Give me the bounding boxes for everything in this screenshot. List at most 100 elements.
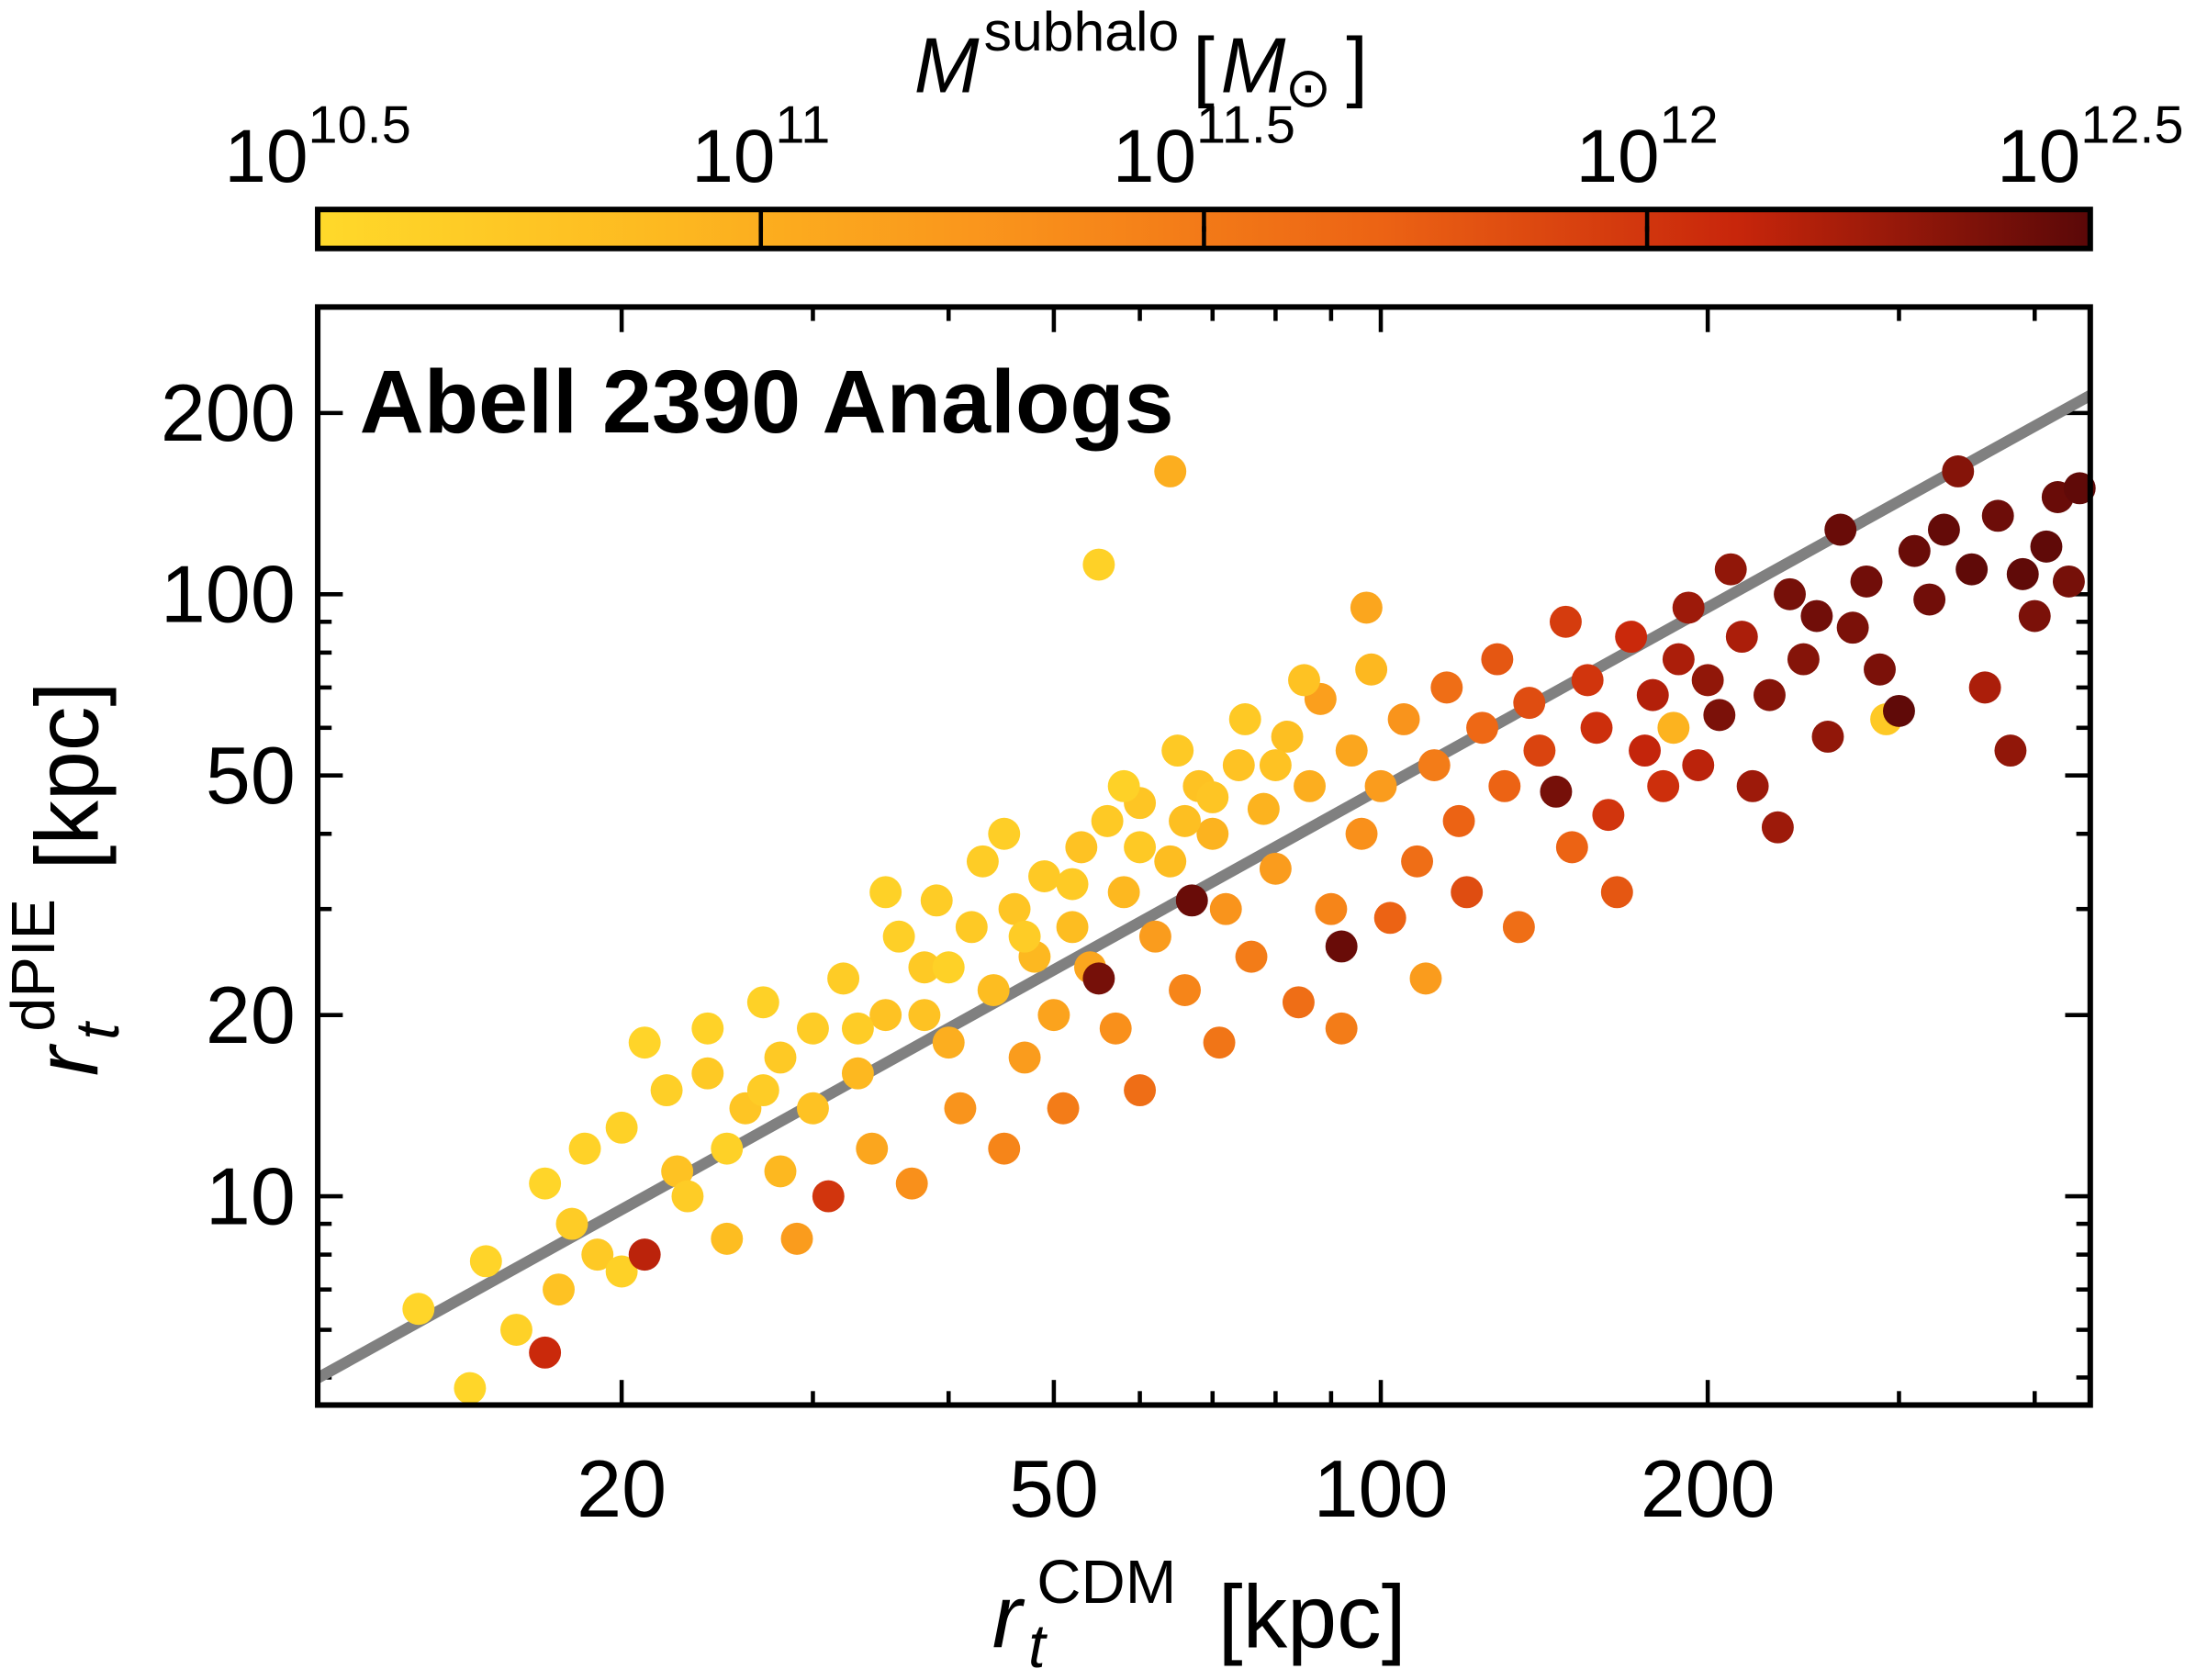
point bbox=[1691, 664, 1724, 697]
x-tick-label: 20 bbox=[577, 1443, 667, 1534]
point bbox=[1994, 734, 2027, 767]
point bbox=[780, 1222, 813, 1255]
point bbox=[920, 884, 953, 917]
point bbox=[454, 1372, 487, 1405]
point bbox=[1082, 548, 1115, 581]
x-tick-label: 200 bbox=[1641, 1443, 1776, 1534]
point bbox=[650, 1074, 683, 1107]
y-tick-label: 200 bbox=[161, 367, 296, 458]
point bbox=[555, 1207, 588, 1240]
point bbox=[1555, 831, 1588, 864]
point bbox=[1047, 1092, 1080, 1125]
point bbox=[1942, 454, 1975, 487]
point bbox=[469, 1245, 502, 1278]
point bbox=[1056, 911, 1089, 944]
y-tick-label: 100 bbox=[161, 549, 296, 640]
x-label-sup: CDM bbox=[1036, 1549, 1176, 1617]
point bbox=[1315, 892, 1348, 925]
point bbox=[1203, 1026, 1236, 1059]
point bbox=[1430, 671, 1463, 704]
y-tick-label: 10 bbox=[206, 1150, 296, 1241]
point bbox=[1099, 1012, 1132, 1045]
point bbox=[1294, 769, 1326, 802]
point bbox=[1222, 749, 1255, 781]
point bbox=[1615, 621, 1648, 654]
point bbox=[1955, 553, 1989, 586]
colorbar-tick-label: 1012 bbox=[1575, 95, 1718, 198]
point bbox=[1481, 643, 1514, 676]
colorbar-tick-label: 1011.5 bbox=[1113, 95, 1295, 198]
point bbox=[1836, 611, 1869, 644]
point bbox=[856, 1132, 889, 1165]
point bbox=[1196, 817, 1229, 850]
point bbox=[1387, 702, 1420, 735]
point bbox=[1442, 804, 1475, 837]
y-label-sup: dPIE bbox=[0, 899, 68, 1032]
y-tick-label: 20 bbox=[206, 969, 296, 1060]
colorbar-tick-exponent: 12 bbox=[1660, 95, 1719, 154]
point bbox=[1124, 1074, 1157, 1107]
colorbar-tick-base: 10 bbox=[691, 115, 775, 198]
point bbox=[500, 1314, 532, 1347]
point bbox=[796, 1012, 829, 1045]
point bbox=[529, 1167, 562, 1200]
point bbox=[402, 1293, 435, 1326]
point bbox=[1259, 749, 1292, 781]
point bbox=[764, 1155, 797, 1188]
point bbox=[1600, 876, 1633, 909]
point bbox=[1714, 553, 1747, 586]
point bbox=[2052, 565, 2085, 598]
point bbox=[1754, 678, 1786, 711]
point bbox=[1350, 591, 1383, 624]
chart-title: Abell 2390 Analogs bbox=[360, 352, 1174, 452]
colorbar-tick-base: 10 bbox=[1997, 115, 2080, 198]
point bbox=[1169, 804, 1201, 837]
point bbox=[711, 1222, 744, 1255]
point bbox=[1725, 621, 1758, 654]
colorbar-tick-exponent: 10.5 bbox=[308, 95, 411, 154]
point bbox=[1065, 831, 1098, 864]
y-label-unit: [kpc] bbox=[17, 682, 117, 870]
x-label-sub: t bbox=[1028, 1613, 1048, 1680]
point bbox=[1800, 599, 1833, 633]
point bbox=[628, 1026, 661, 1059]
colorbar-label-unit-close: ] bbox=[1346, 23, 1368, 110]
point bbox=[1824, 513, 1857, 546]
point bbox=[1927, 513, 1960, 546]
colorbar-tick-base: 10 bbox=[224, 115, 308, 198]
point bbox=[661, 1155, 694, 1188]
point bbox=[1981, 499, 2014, 532]
point bbox=[1549, 605, 1582, 638]
point bbox=[605, 1111, 638, 1144]
point bbox=[691, 1012, 724, 1045]
point bbox=[746, 986, 779, 1019]
point bbox=[2006, 557, 2039, 590]
point bbox=[932, 951, 965, 984]
point bbox=[691, 1057, 724, 1090]
point bbox=[1345, 817, 1378, 850]
colorbar-label-sup: subhalo bbox=[984, 0, 1180, 62]
point bbox=[1335, 734, 1368, 767]
point bbox=[869, 876, 902, 909]
point bbox=[1235, 940, 1268, 973]
point bbox=[988, 1132, 1021, 1165]
point bbox=[1502, 911, 1535, 944]
point bbox=[1571, 664, 1604, 697]
colorbar-tick-exponent: 12.5 bbox=[2080, 95, 2183, 154]
point bbox=[1247, 792, 1280, 825]
point bbox=[1629, 734, 1661, 767]
point bbox=[1209, 892, 1242, 925]
point bbox=[908, 999, 941, 1032]
point bbox=[1175, 884, 1208, 917]
point bbox=[1028, 860, 1060, 893]
point bbox=[932, 1026, 965, 1059]
point bbox=[1196, 781, 1229, 813]
point bbox=[1774, 577, 1806, 610]
plot-frame bbox=[315, 304, 2093, 1408]
point bbox=[1008, 920, 1041, 953]
colorbar-label-symbol: M bbox=[914, 23, 980, 110]
point bbox=[944, 1092, 977, 1125]
point bbox=[841, 1057, 874, 1090]
point bbox=[581, 1238, 614, 1271]
